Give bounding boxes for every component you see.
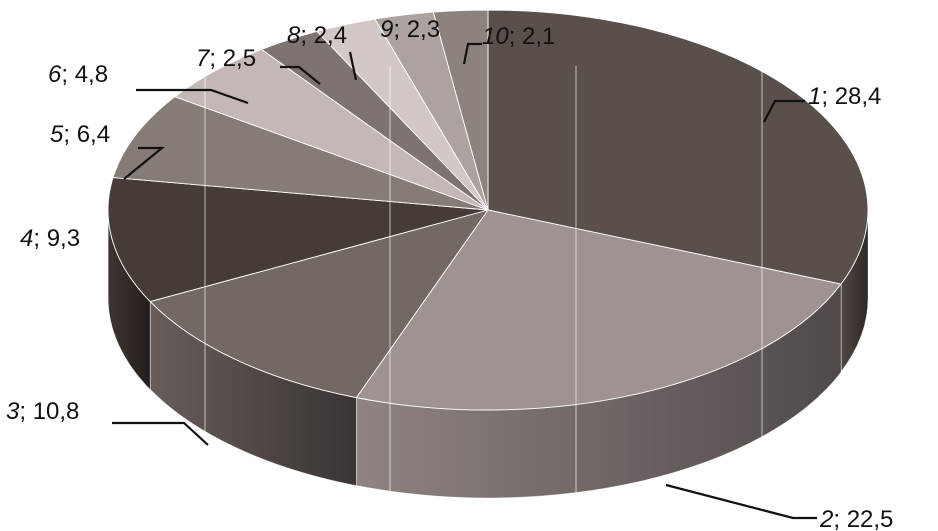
data-label-value: ; 2,3 [393, 16, 440, 43]
leader-line-1 [763, 99, 805, 123]
data-label-category: 1 [808, 83, 821, 110]
pie-slice-3 [149, 209, 489, 399]
pie-sides [107, 209, 869, 499]
leader-line-2 [665, 483, 817, 520]
data-label-value: ; 2,4 [300, 22, 347, 49]
data-label-category: 5 [50, 121, 64, 148]
data-label-3: 3; 10,8 [6, 398, 79, 425]
leader-line-10 [462, 42, 482, 65]
leader-lines [112, 42, 817, 520]
data-label-9: 9; 2,3 [380, 16, 440, 43]
data-label-value: ; 4,8 [61, 61, 108, 88]
data-label-value: ; 2,5 [209, 45, 256, 72]
data-label-1: 1; 28,4 [808, 83, 881, 110]
data-label-6: 6; 4,8 [48, 61, 108, 88]
vertical-guides [204, 66, 763, 500]
pie-slice-2 [355, 209, 842, 411]
pie-slice-5 [112, 96, 489, 211]
data-label-category: 9 [380, 16, 393, 43]
data-label-5: 5; 6,4 [50, 121, 110, 148]
data-label-10: 10; 2,1 [482, 23, 555, 50]
leader-line-8 [348, 51, 358, 81]
data-label-category: 4 [20, 225, 33, 252]
leader-line-3 [112, 421, 209, 446]
data-label-value: ; 22,5 [833, 506, 893, 531]
data-label-value: ; 10,8 [19, 398, 79, 425]
data-label-category: 3 [6, 398, 20, 425]
data-label-category: 2 [819, 506, 833, 531]
leader-line-7 [280, 65, 321, 85]
data-label-category: 10 [482, 23, 509, 50]
data-label-value: ; 9,3 [33, 225, 80, 252]
data-label-2: 2; 22,5 [819, 506, 893, 531]
data-label-7: 7; 2,5 [196, 45, 256, 72]
data-label-value: ; 2,1 [509, 23, 556, 50]
data-label-category: 8 [287, 22, 301, 49]
pie-slice-10 [432, 9, 489, 211]
data-label-8: 8; 2,4 [287, 22, 347, 49]
leader-line-5 [123, 146, 166, 180]
pie-slices [107, 9, 869, 411]
data-labels: 1; 28,4 2; 22,5 3; 10,8 4; 9,3 5; 6,4 6; 4,8 7… [6, 16, 893, 531]
data-label-4: 4; 9,3 [20, 225, 80, 252]
data-label-category: 7 [196, 45, 211, 72]
data-label-value: ; 28,4 [821, 83, 881, 110]
data-label-value: ; 6,4 [63, 121, 110, 148]
pie-slice-1 [487, 9, 869, 285]
leader-line-6 [136, 88, 249, 105]
pie-slice-4 [107, 177, 489, 303]
pie-side-1 [840, 209, 869, 374]
data-label-category: 6 [48, 61, 62, 88]
